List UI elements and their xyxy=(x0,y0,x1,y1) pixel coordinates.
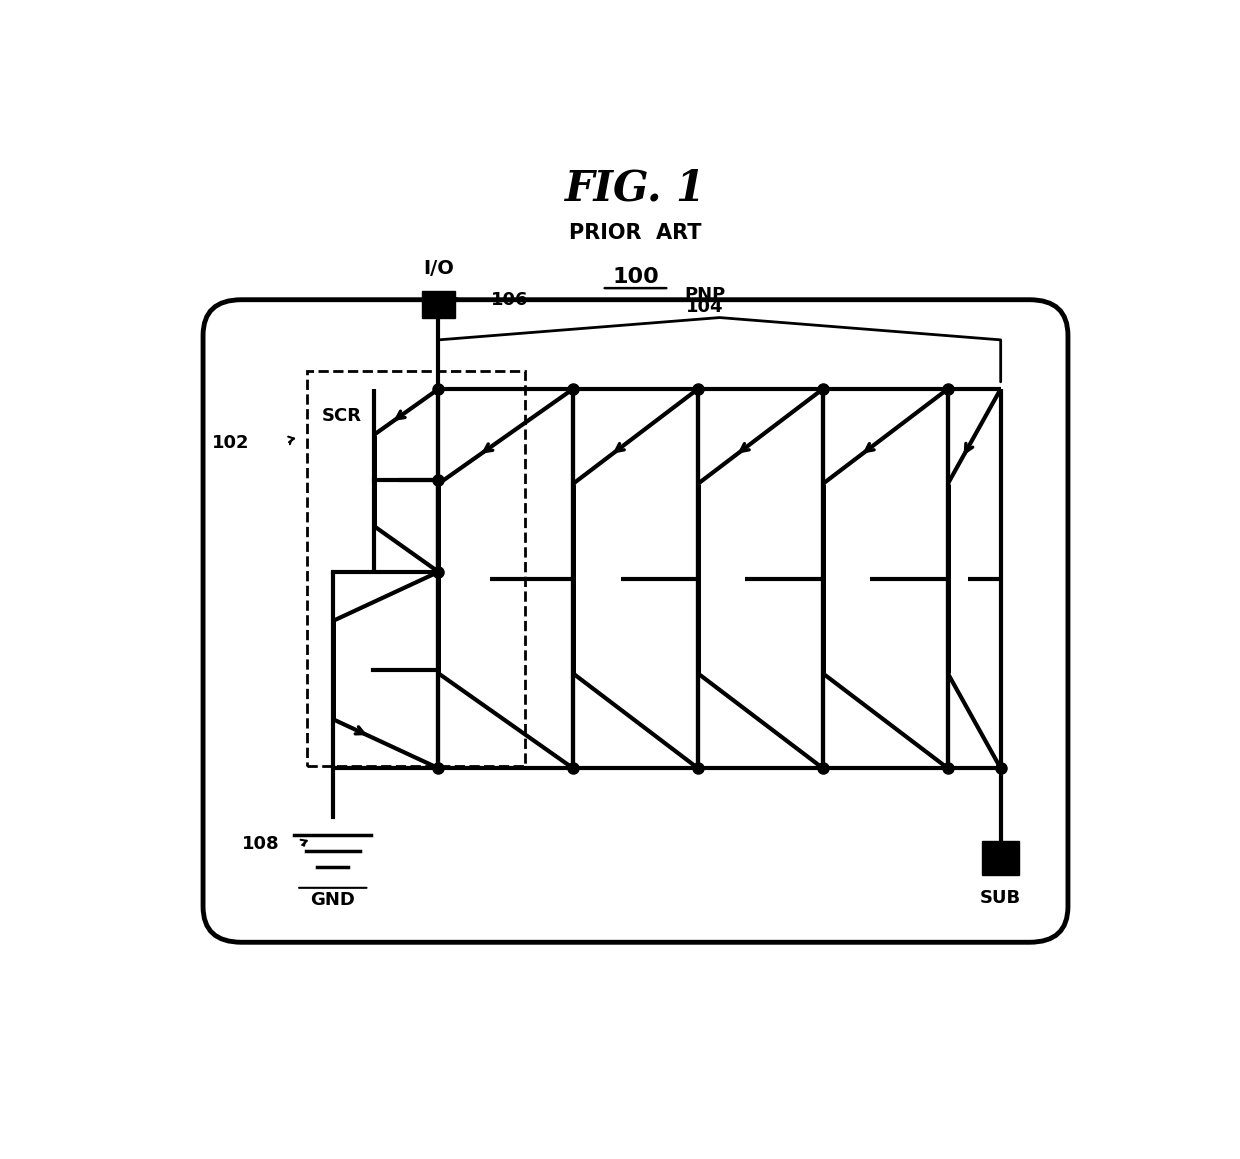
Text: 104: 104 xyxy=(687,298,724,315)
Text: 100: 100 xyxy=(613,268,658,287)
Text: SUB: SUB xyxy=(980,889,1022,906)
Bar xyxy=(982,841,1019,875)
Text: GND: GND xyxy=(310,890,355,909)
Text: 106: 106 xyxy=(491,291,528,308)
Text: FIG. 1: FIG. 1 xyxy=(565,167,706,209)
FancyBboxPatch shape xyxy=(203,300,1068,942)
Text: SCR: SCR xyxy=(321,407,361,425)
Text: 102: 102 xyxy=(212,433,249,452)
Text: PNP: PNP xyxy=(684,286,725,304)
Bar xyxy=(422,291,455,318)
Text: PRIOR  ART: PRIOR ART xyxy=(569,223,702,242)
Text: 108: 108 xyxy=(242,836,280,853)
Text: I/O: I/O xyxy=(423,258,454,278)
